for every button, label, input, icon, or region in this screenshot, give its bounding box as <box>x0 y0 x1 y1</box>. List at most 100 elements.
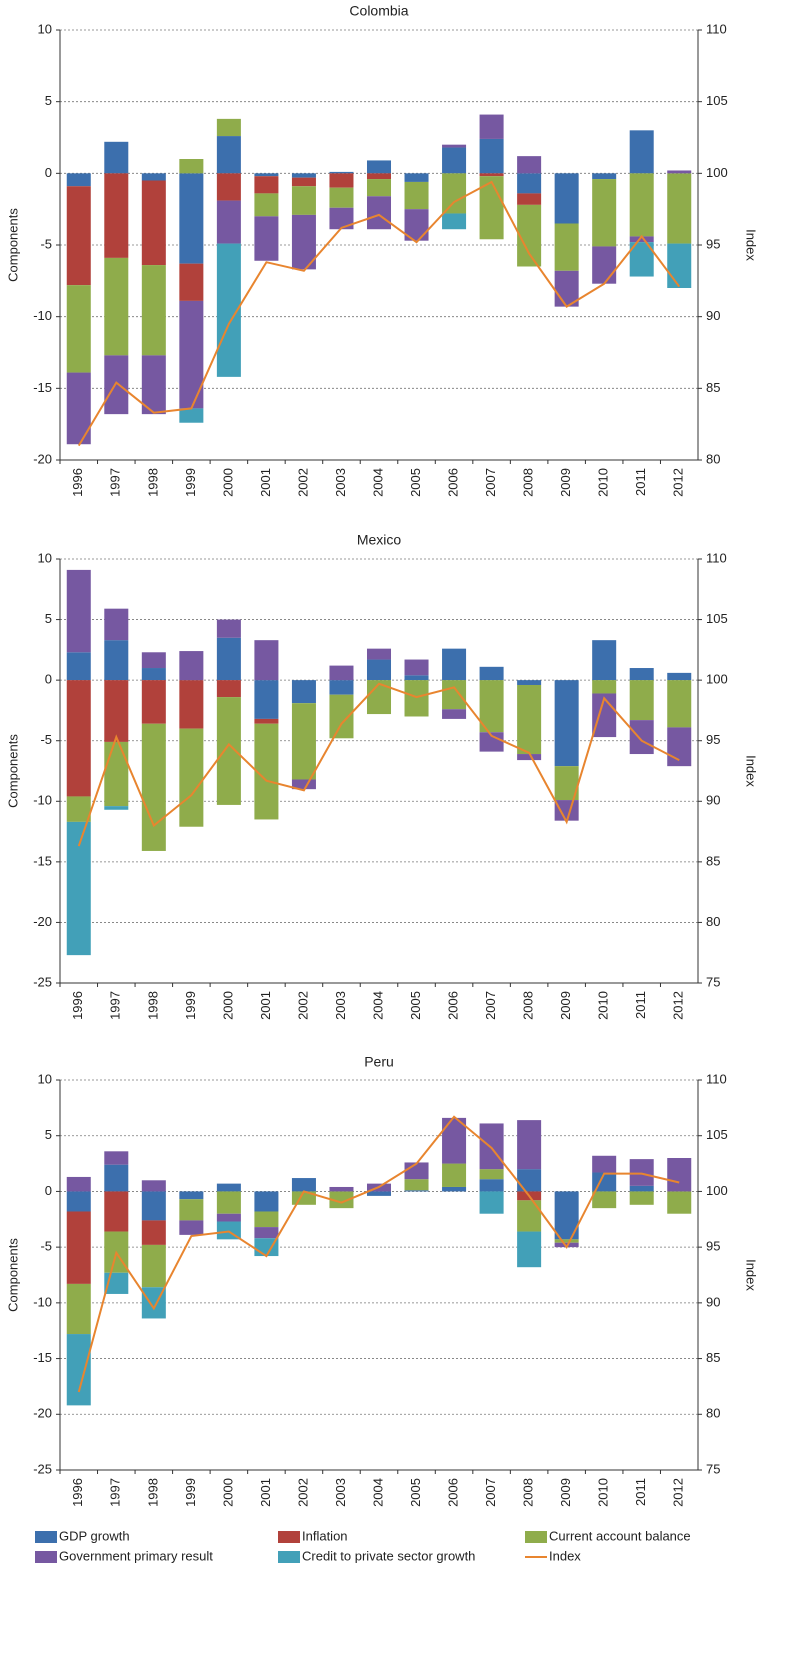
x-tick-label: 1999 <box>183 468 198 497</box>
y-tick-label: -10 <box>33 793 52 808</box>
bar-segment <box>442 1163 467 1187</box>
x-tick-label: 2009 <box>558 991 573 1020</box>
legend-label: GDP growth <box>59 1528 130 1543</box>
legend-label: Credit to private sector growth <box>302 1548 475 1563</box>
bar-segment <box>66 186 91 286</box>
y2-tick-label: 95 <box>706 732 720 747</box>
bar-segment <box>329 207 354 230</box>
bar-segment <box>667 243 692 288</box>
bar-segment <box>141 1220 166 1245</box>
bar-segment <box>517 193 542 205</box>
x-tick-label: 2002 <box>295 468 310 497</box>
x-tick-label: 2008 <box>521 1478 536 1507</box>
bar-segment <box>179 1220 204 1235</box>
x-tick-label: 2005 <box>408 1478 423 1507</box>
y-tick-label: -5 <box>40 236 52 251</box>
x-tick-label: 2001 <box>258 468 273 497</box>
x-tick-label: 1998 <box>145 468 160 497</box>
bar-segment <box>216 680 241 698</box>
bar-segment <box>104 640 129 681</box>
legend-swatch <box>525 1531 547 1543</box>
bar-segment <box>442 147 467 174</box>
bar-segment <box>66 1283 91 1335</box>
x-tick-label: 1999 <box>183 991 198 1020</box>
bar-segment <box>592 680 617 694</box>
bar-segment <box>517 1200 542 1232</box>
y2-tick-label: 110 <box>706 550 727 565</box>
bar-segment <box>291 1178 316 1192</box>
bar-segment <box>366 648 392 660</box>
bar-segment <box>554 1239 579 1243</box>
chart-title: Colombia <box>349 3 408 19</box>
bar-segment <box>479 138 504 174</box>
bar-segment <box>216 697 241 805</box>
y2-tick-label: 80 <box>706 1406 720 1421</box>
bar-segment <box>517 1169 542 1192</box>
bar-segment <box>667 1191 692 1214</box>
y-tick-label: 0 <box>45 1183 52 1198</box>
bar-segment <box>667 680 692 728</box>
bar-segment <box>66 285 91 373</box>
x-tick-label: 1997 <box>108 991 123 1020</box>
bar-segment <box>104 173 129 258</box>
bar-segment <box>66 569 91 653</box>
y-tick-label: -25 <box>33 974 52 989</box>
bar-segment <box>254 640 279 681</box>
y-tick-label: -5 <box>40 732 52 747</box>
y-tick-label: 10 <box>38 1071 52 1086</box>
bar-segment <box>216 1213 241 1222</box>
bar-segment <box>479 1179 504 1192</box>
x-tick-label: 2000 <box>220 991 235 1020</box>
bar-segment <box>254 718 279 724</box>
bar-segment <box>629 130 654 174</box>
bar-segment <box>366 659 392 681</box>
bar-segment <box>179 173 204 264</box>
bar-segment <box>592 246 617 284</box>
bar-segment <box>66 1176 91 1192</box>
bar-segment <box>291 177 316 187</box>
y2-tick-label: 90 <box>706 308 720 323</box>
x-tick-label: 2009 <box>558 1478 573 1507</box>
bar-segment <box>517 156 542 174</box>
bar-segment <box>141 652 166 669</box>
x-tick-label: 2006 <box>445 1478 460 1507</box>
bar-segment <box>442 1186 467 1192</box>
bar-segment <box>329 665 354 681</box>
y2-tick-label: 110 <box>706 21 727 36</box>
bar-segment <box>141 680 166 724</box>
y-tick-label: -20 <box>33 451 52 466</box>
bar-segment <box>291 703 316 780</box>
x-tick-label: 1999 <box>183 1478 198 1507</box>
legend-swatch <box>35 1531 57 1543</box>
x-tick-label: 2002 <box>295 1478 310 1507</box>
bar-segment <box>66 173 91 187</box>
y-tick-label: -10 <box>33 308 52 323</box>
bar-segment <box>141 265 166 356</box>
bar-segment <box>517 173 542 194</box>
bar-segment <box>629 668 654 681</box>
bar-segment <box>479 173 504 177</box>
bar-segment <box>592 1155 617 1173</box>
x-tick-label: 2005 <box>408 468 423 497</box>
x-tick-label: 2009 <box>558 468 573 497</box>
x-tick-label: 1996 <box>70 991 85 1020</box>
bar-segment <box>179 159 204 174</box>
bar-segment <box>141 355 166 415</box>
bar-segment <box>517 204 542 267</box>
bar-segment <box>442 709 467 719</box>
legend-label: Inflation <box>302 1528 348 1543</box>
bar-segment <box>667 170 692 174</box>
bar-segment <box>517 684 542 755</box>
x-tick-label: 2008 <box>521 991 536 1020</box>
y-tick-label: 5 <box>45 611 52 626</box>
bar-segment <box>104 1151 129 1165</box>
bar-segment <box>141 1244 166 1288</box>
bar-segment <box>104 806 129 810</box>
x-tick-label: 1997 <box>108 468 123 497</box>
x-tick-label: 2005 <box>408 991 423 1020</box>
bar-segment <box>329 173 354 188</box>
x-tick-label: 2004 <box>370 991 385 1020</box>
x-tick-label: 2006 <box>445 468 460 497</box>
bar-segment <box>329 171 354 174</box>
bar-segment <box>404 680 429 717</box>
